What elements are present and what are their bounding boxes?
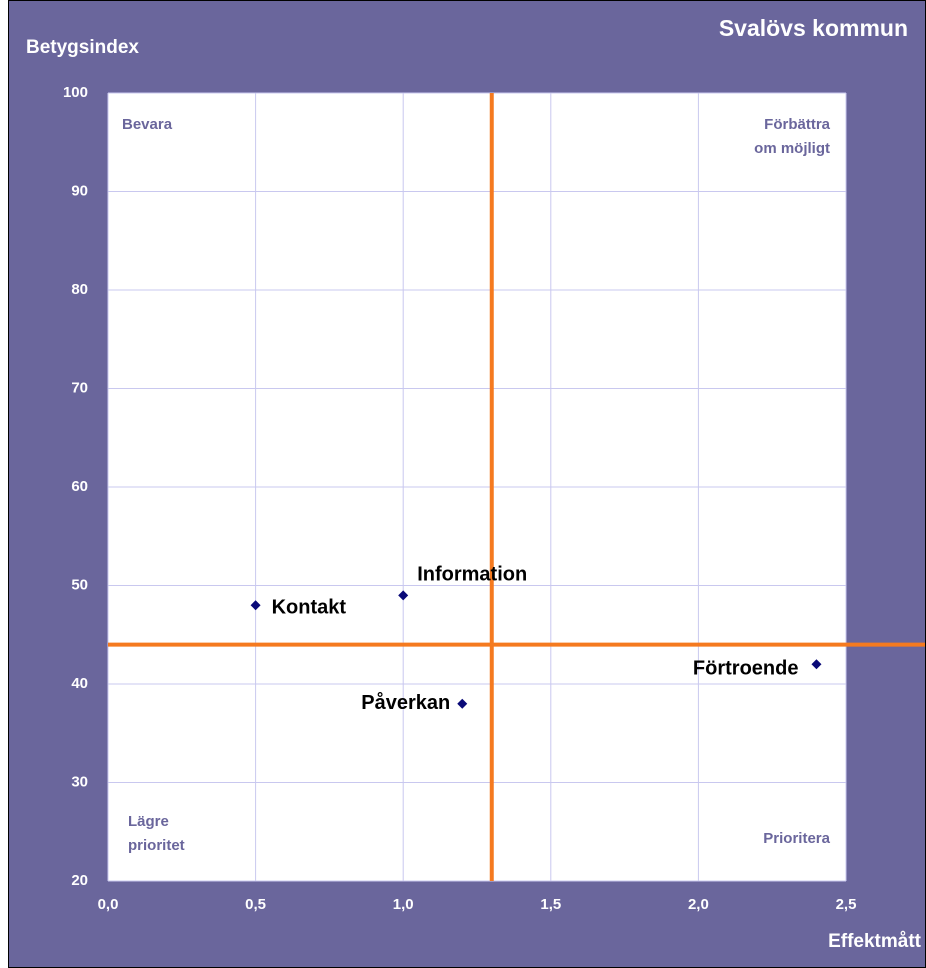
y-tick-label: 30 bbox=[71, 773, 88, 790]
y-tick-label: 50 bbox=[71, 576, 88, 593]
point bbox=[250, 600, 261, 611]
point-label: Information bbox=[417, 564, 527, 586]
quadrant-label: Prioritera bbox=[763, 830, 830, 847]
x-tick-label: 2,5 bbox=[836, 896, 857, 913]
y-axis-label: Betygsindex bbox=[26, 37, 139, 58]
point bbox=[457, 698, 468, 709]
y-tick-label: 60 bbox=[71, 478, 88, 495]
point-label: Förtroende bbox=[693, 658, 799, 680]
x-tick-label: 1,5 bbox=[540, 896, 561, 913]
x-tick-label: 0,0 bbox=[98, 896, 119, 913]
point-label: Påverkan bbox=[361, 691, 450, 714]
x-tick-label: 2,0 bbox=[688, 896, 709, 913]
quadrant-label: Förbättra bbox=[764, 116, 830, 133]
quadrant-label: prioritet bbox=[128, 837, 185, 854]
y-tick-label: 20 bbox=[71, 872, 88, 889]
quadrant-label: Lägre bbox=[128, 813, 169, 830]
point bbox=[398, 590, 409, 601]
y-tick-label: 90 bbox=[71, 182, 88, 199]
y-tick-label: 80 bbox=[71, 281, 88, 298]
x-tick-label: 0,5 bbox=[245, 896, 266, 913]
quadrant-label: Bevara bbox=[122, 116, 173, 133]
chart-title: Svalövs kommun bbox=[719, 15, 908, 41]
x-axis-label: Effektmått bbox=[828, 931, 922, 952]
quadrant-label: om möjligt bbox=[754, 140, 830, 157]
point-label: Kontakt bbox=[272, 596, 347, 618]
x-tick-label: 1,0 bbox=[393, 896, 414, 913]
y-tick-label: 70 bbox=[71, 379, 88, 396]
y-tick-label: 100 bbox=[63, 84, 88, 101]
y-tick-label: 40 bbox=[71, 675, 88, 692]
point bbox=[811, 659, 822, 670]
